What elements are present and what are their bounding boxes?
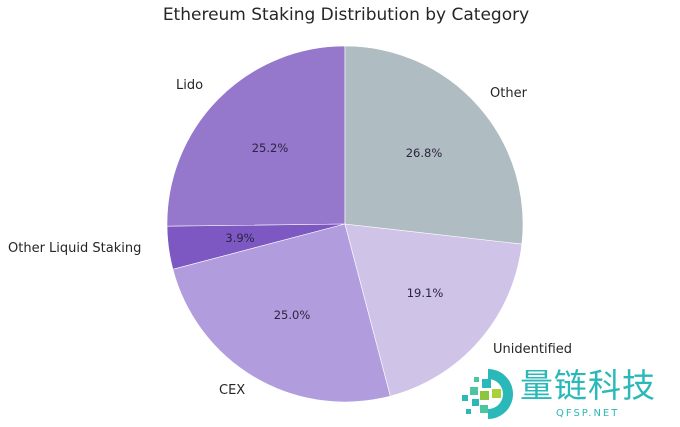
slice-label-cex: CEX	[219, 383, 246, 398]
slice-value-other: 26.8%	[405, 146, 443, 160]
slice-value-cex: 25.0%	[273, 308, 311, 322]
slice-label-other: Other	[490, 86, 527, 101]
slice-label-other-liquid-staking: Other Liquid Staking	[8, 241, 142, 256]
slice-value-unidentified: 19.1%	[406, 286, 444, 300]
slice-label-lido: Lido	[176, 78, 204, 93]
pie-slice-other	[344, 45, 524, 245]
slice-value-lido: 25.2%	[251, 141, 289, 155]
slice-value-other-liquid-staking: 3.9%	[225, 231, 255, 245]
slice-label-unidentified: Unidentified	[493, 342, 573, 357]
pie-slice-cex	[172, 223, 391, 403]
watermark-logo-icon	[462, 369, 514, 419]
watermark: 量链科技 QFSP.NET	[458, 365, 680, 423]
chart-title: Ethereum Staking Distribution by Categor…	[162, 5, 530, 25]
watermark-url: QFSP.NET	[556, 408, 620, 419]
pie-slice-unidentified	[344, 223, 523, 397]
pie-slice-lido	[166, 45, 346, 227]
watermark-text: 量链科技	[520, 366, 656, 405]
